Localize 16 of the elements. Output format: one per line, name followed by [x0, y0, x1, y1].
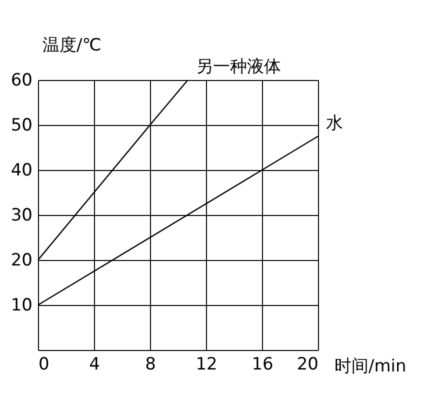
x-tick-label: 8	[145, 354, 156, 374]
x-tick-label: 20	[296, 354, 318, 374]
y-tick-label: 10	[10, 296, 32, 316]
x-tick-label: 0	[38, 354, 50, 374]
x-tick-label: 12	[196, 354, 218, 374]
series-label: 水	[326, 113, 343, 134]
x-tick-label: 16	[252, 354, 274, 374]
y-axis-title: 温度/℃	[42, 36, 102, 56]
y-tick-label: 30	[10, 206, 32, 226]
y-tick-label: 50	[10, 116, 32, 136]
y-tick-label: 60	[10, 70, 32, 90]
series-label: 另一种液体	[196, 57, 281, 77]
x-axis-title: 时间/min	[334, 356, 406, 376]
y-tick-label: 40	[10, 160, 32, 180]
y-tick-label: 20	[10, 250, 32, 270]
x-tick-label: 4	[89, 354, 100, 374]
